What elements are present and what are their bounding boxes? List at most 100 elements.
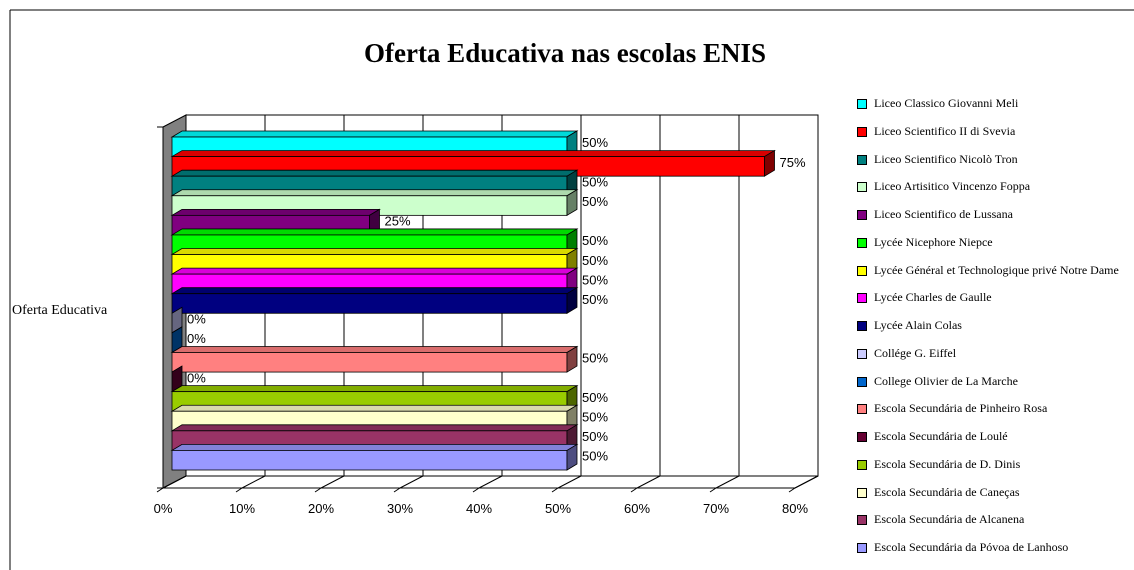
legend-swatch (857, 404, 867, 415)
x-tick-label: 60% (624, 501, 650, 516)
x-tick (788, 487, 796, 493)
data-label: 50% (582, 351, 608, 366)
x-tick-label: 20% (308, 501, 334, 516)
legend-label: Escola Secundária de Pinheiro Rosa (874, 401, 1048, 416)
legend-label: Liceo Classico Giovanni Meli (874, 96, 1019, 110)
floor-grid-line (478, 475, 503, 489)
legend-swatch (857, 265, 867, 276)
data-label: 0% (187, 370, 206, 385)
legend-swatch (857, 237, 867, 248)
floor-grid-line (241, 475, 266, 489)
bar-top (170, 169, 579, 177)
legend-swatch (857, 99, 867, 109)
chart-title: Oferta Educativa nas escolas ENIS (364, 38, 766, 68)
data-label: 75% (780, 155, 806, 170)
floor-grid-line (557, 475, 582, 489)
data-label: 50% (582, 449, 608, 464)
data-label: 50% (582, 390, 608, 405)
bar-side (566, 189, 578, 217)
legend-label: College Olivier de La Marche (874, 373, 1018, 388)
bar-front (171, 293, 568, 314)
bar (170, 286, 579, 315)
floor-grid-line (636, 475, 661, 489)
bar-top (170, 346, 579, 353)
bar (170, 443, 579, 471)
data-label: 50% (582, 174, 608, 189)
data-label: 50% (582, 272, 608, 287)
x-tick-label: 50% (545, 501, 571, 516)
legend-swatch (857, 154, 867, 165)
bar-top (170, 424, 579, 432)
legend-swatch (857, 210, 867, 220)
x-tick (630, 487, 638, 493)
legend-swatch (857, 432, 867, 442)
data-label: 50% (582, 409, 608, 424)
legend-label: Collége G. Eiffel (874, 345, 957, 360)
x-tick (314, 487, 322, 493)
legend-swatch (857, 182, 867, 193)
legend-label: Lycée Nicephore Niepce (874, 234, 993, 249)
bar-top (170, 228, 579, 236)
bar-top (170, 444, 579, 451)
bar-side (764, 149, 775, 177)
bar-top (170, 287, 579, 295)
bar-top (170, 385, 579, 393)
legend-swatch (857, 515, 867, 526)
bar-top (170, 267, 579, 275)
floor-grid-line (162, 475, 187, 489)
legend-swatch (857, 126, 867, 137)
legend-swatch (857, 459, 867, 470)
x-tick (393, 487, 401, 493)
legend-label: Escola Secundária de Alcanena (874, 512, 1025, 527)
bar-front (171, 352, 568, 373)
x-tick (551, 487, 559, 493)
data-label: 50% (582, 253, 608, 268)
bar-side (566, 345, 578, 373)
data-label: 0% (187, 312, 206, 327)
x-tick (156, 487, 164, 493)
legend-swatch (857, 321, 867, 331)
bar-side (566, 443, 578, 471)
x-tick (709, 487, 717, 493)
legend-swatch (857, 348, 867, 359)
legend-label: Lycée Alain Colas (874, 318, 962, 332)
legend-label: Liceo Scientifico II di Svevia (874, 123, 1016, 138)
legend-label: Liceo Artisitico Vincenzo Foppa (874, 179, 1031, 194)
x-tick-label: 40% (466, 501, 492, 516)
legend-label: Liceo Scientifico Nicolò Tron (874, 151, 1018, 166)
x-tick (235, 487, 243, 493)
x-tick-label: 0% (154, 501, 173, 516)
x-tick (472, 487, 480, 493)
legend-label: Lycée Charles de Gaulle (874, 290, 992, 305)
data-label: 25% (385, 214, 411, 229)
y-category-label: Oferta Educativa (12, 303, 108, 318)
legend-label: Escola Secundária da Póvoa de Lanhoso (874, 540, 1069, 554)
x-tick-label: 70% (703, 501, 729, 516)
x-tick-label: 30% (387, 501, 413, 516)
bar-side (566, 286, 578, 315)
legend-swatch (857, 543, 867, 553)
legend-label: Escola Secundária de Caneças (874, 484, 1020, 499)
legend-swatch (857, 487, 867, 498)
legend-label: Lycée Général et Technologique privé Not… (874, 262, 1119, 277)
bar-top (170, 248, 579, 255)
data-label: 50% (582, 194, 608, 209)
x-tick-label: 80% (782, 501, 808, 516)
x-tick-label: 10% (229, 501, 255, 516)
bar-top (170, 189, 579, 197)
bar-top (170, 208, 381, 216)
legend-swatch (857, 376, 867, 387)
data-label: 0% (187, 331, 206, 346)
legend-swatch (857, 293, 867, 304)
floor-grid-line (715, 475, 740, 489)
data-label: 50% (582, 429, 608, 444)
data-label: 50% (582, 233, 608, 248)
floor-grid-line (320, 475, 345, 489)
legend-label: Escola Secundária de Loulé (874, 429, 1008, 443)
bar-top (170, 150, 776, 157)
bar-top (170, 130, 579, 138)
bar-front (171, 450, 568, 471)
data-label: 50% (582, 135, 608, 150)
